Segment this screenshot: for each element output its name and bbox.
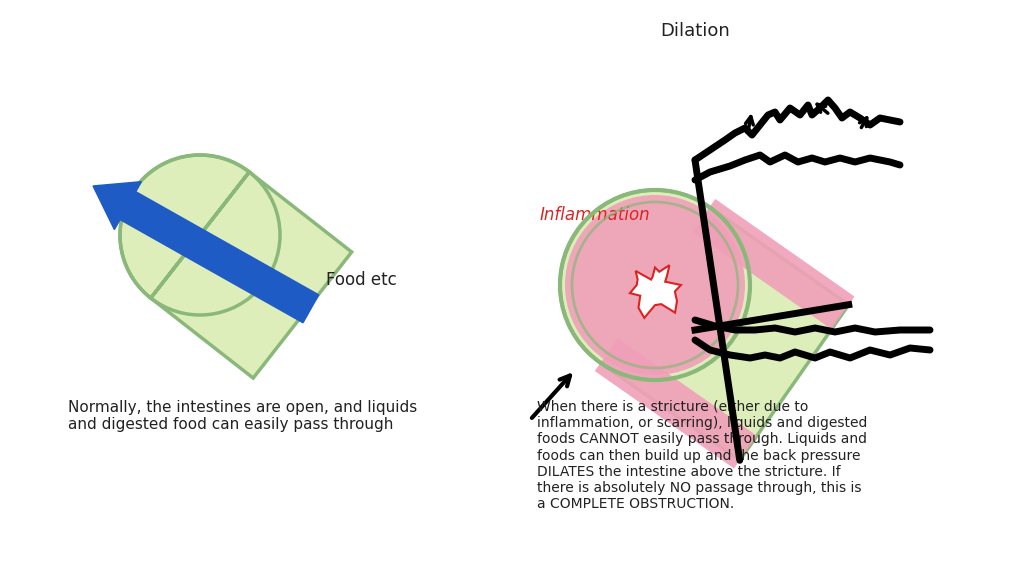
Text: Normally, the intestines are open, and liquids
and digested food can easily pass: Normally, the intestines are open, and l…: [68, 400, 417, 433]
FancyArrow shape: [93, 181, 318, 323]
Polygon shape: [630, 265, 681, 318]
Circle shape: [565, 195, 745, 375]
Text: Dilation: Dilation: [660, 22, 730, 40]
Polygon shape: [560, 190, 849, 460]
Text: Inflammation: Inflammation: [540, 206, 650, 224]
Polygon shape: [595, 338, 757, 468]
Text: Food etc: Food etc: [326, 271, 396, 289]
Text: When there is a stricture (either due to
inflammation, or scarring), liquids and: When there is a stricture (either due to…: [537, 400, 867, 511]
Polygon shape: [692, 199, 854, 329]
Polygon shape: [120, 155, 351, 378]
